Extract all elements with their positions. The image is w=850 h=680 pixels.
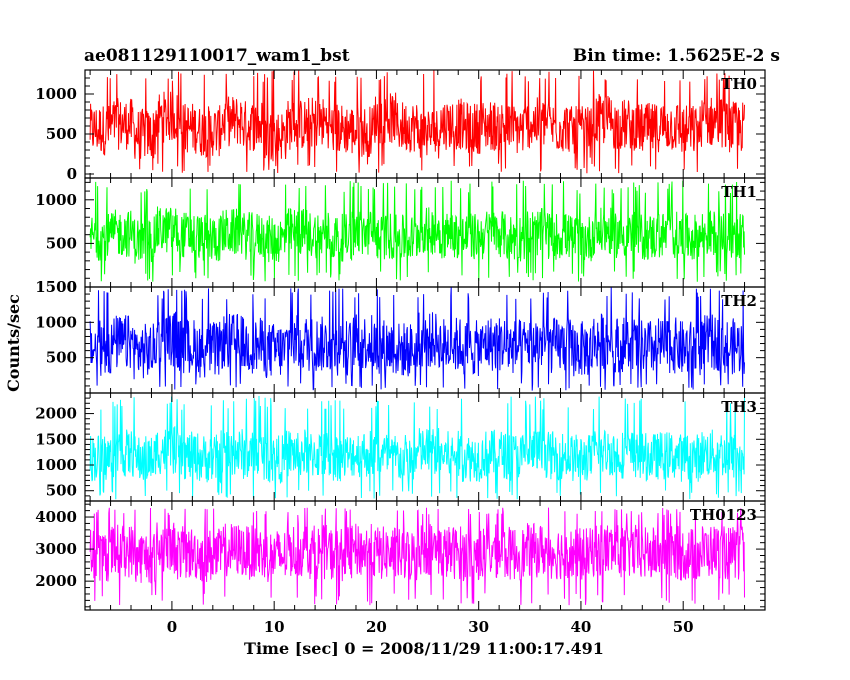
series-line-th0 [89, 70, 745, 174]
y-tick-label: 500 [46, 482, 77, 500]
panel-label-th3: TH3 [721, 398, 757, 416]
panel-th0: 0 500 1000 TH0 [35, 69, 766, 183]
panel-th1: 0 500 1000 TH1 [35, 177, 766, 296]
y-tick-label: 500 [46, 125, 77, 143]
x-tick-label: 0 [167, 618, 177, 636]
panel-label-th2: TH2 [721, 292, 757, 310]
y-tick-label: 2000 [35, 405, 77, 423]
y-axis-label: Counts/sec [4, 294, 23, 392]
y-tick-label: 3000 [35, 540, 77, 558]
panel-th2: 500 1000 1500 TH2 [35, 278, 766, 394]
y-tick-label: 0 [67, 165, 77, 183]
x-tick-label: 50 [673, 618, 694, 636]
y-tick-label: 1500 [35, 278, 77, 296]
panel-th3: 500 1000 1500 2000 TH3 [35, 392, 766, 502]
y-tick-label: 1000 [35, 191, 77, 209]
y-tick-label: 1000 [35, 313, 77, 331]
panel-label-th0123: TH0123 [690, 506, 757, 524]
y-tick-label: 4000 [35, 508, 77, 526]
x-axis-label: Time [sec] 0 = 2008/11/29 11:00:17.491 [244, 639, 604, 658]
x-tick-label: 20 [366, 618, 387, 636]
series-line-th2 [89, 287, 745, 391]
x-tick-label: 10 [264, 618, 285, 636]
y-tick-label: 0 [67, 278, 77, 296]
panel-label-th0: TH0 [721, 75, 757, 93]
series-line-th0123 [89, 507, 745, 606]
chart-title: ae081129110017_wam1_bst [84, 46, 350, 66]
series-line-th1 [89, 180, 745, 282]
panel-label-th1: TH1 [721, 183, 757, 201]
y-tick-label: 500 [46, 234, 77, 252]
x-tick-label: 40 [571, 618, 592, 636]
y-tick-label: 2000 [35, 572, 77, 590]
y-tick-label: 500 [46, 349, 77, 367]
panel-th0123: 2000 3000 4000 TH0123 [35, 500, 766, 611]
chart-subtitle: Bin time: 1.5625E-2 s [573, 46, 780, 66]
y-tick-label: 1000 [35, 456, 77, 474]
y-tick-label: 1500 [35, 430, 77, 448]
y-tick-label: 1000 [35, 85, 77, 103]
x-tick-label: 30 [468, 618, 489, 636]
series-line-th3 [89, 395, 745, 500]
